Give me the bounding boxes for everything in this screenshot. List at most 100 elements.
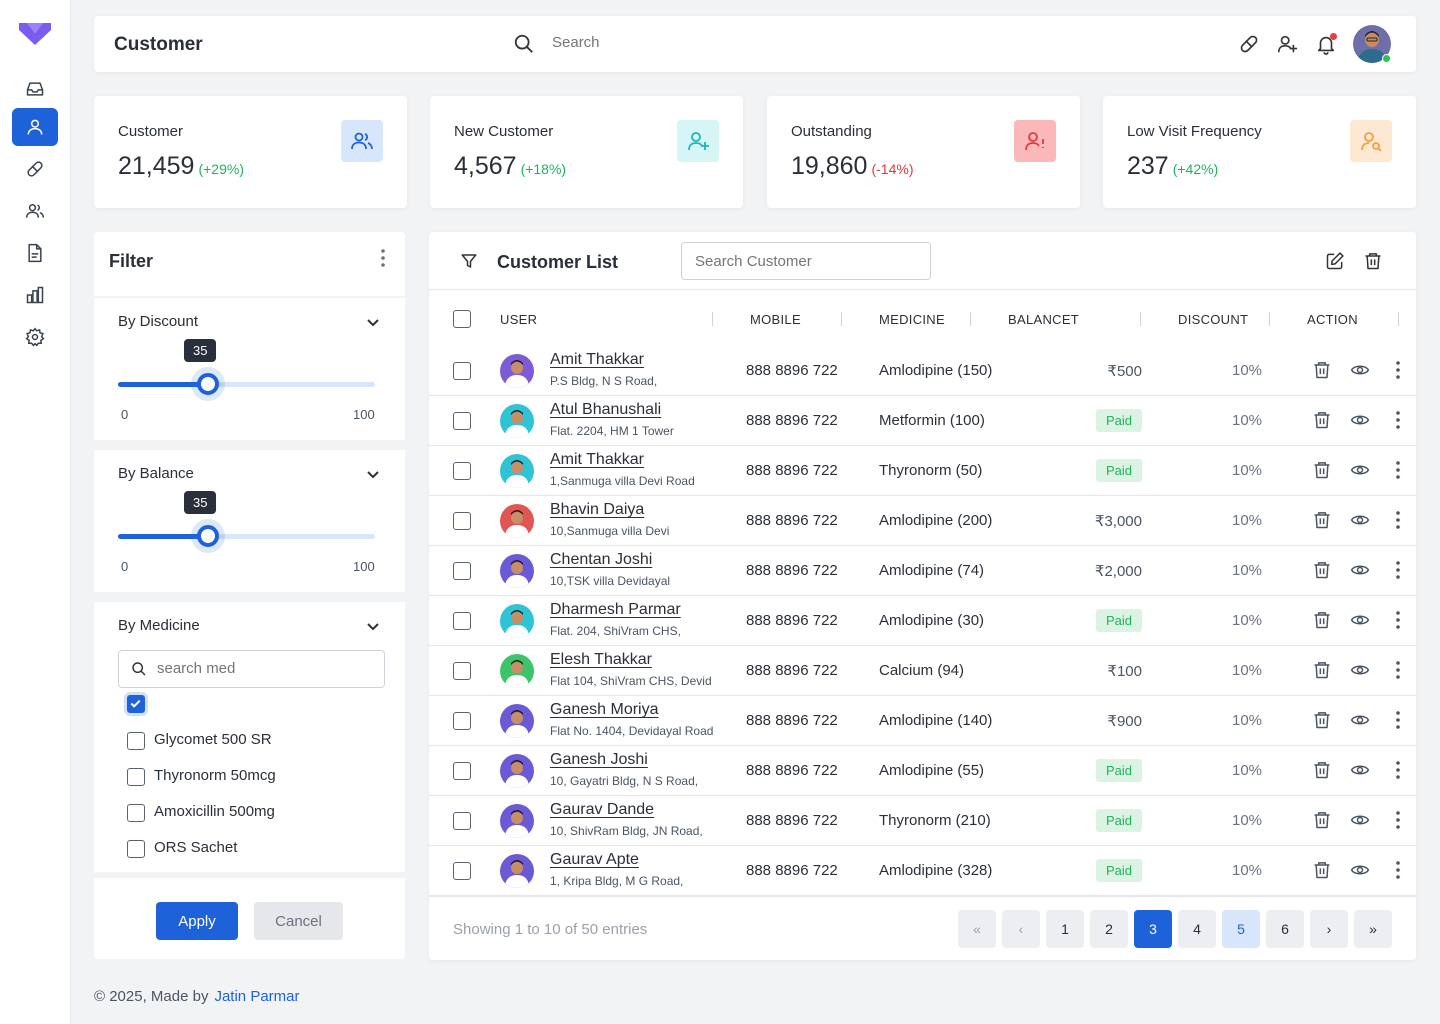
customer-search-input[interactable] (681, 242, 931, 280)
row-checkbox[interactable] (453, 762, 471, 780)
row-checkbox[interactable] (453, 462, 471, 480)
view-row-button[interactable] (1350, 760, 1370, 780)
view-row-button[interactable] (1350, 660, 1370, 680)
page-button[interactable]: 3 (1134, 910, 1172, 948)
delete-row-button[interactable] (1312, 460, 1332, 480)
row-more-button[interactable] (1394, 810, 1402, 830)
avatar[interactable] (500, 804, 534, 838)
slider-thumb[interactable] (196, 525, 219, 547)
page-button[interactable]: 2 (1090, 910, 1128, 948)
view-row-button[interactable] (1350, 610, 1370, 630)
more-vertical-icon[interactable] (375, 248, 391, 268)
table-row[interactable]: Amit Thakkar P.S Bldg, N S Road, 888 889… (429, 346, 1416, 396)
sidebar-item-users[interactable] (12, 192, 58, 230)
trash-icon[interactable] (1363, 251, 1383, 271)
search-icon[interactable] (513, 33, 535, 55)
pill-icon[interactable] (1238, 33, 1260, 55)
avatar[interactable] (500, 354, 534, 388)
row-checkbox[interactable] (453, 612, 471, 630)
delete-row-button[interactable] (1312, 610, 1332, 630)
view-row-button[interactable] (1350, 360, 1370, 380)
column-header[interactable]: BALANCET (1008, 312, 1080, 327)
sidebar-item-settings[interactable] (12, 318, 58, 356)
customer-name-link[interactable]: Amit Thakkar (550, 451, 644, 468)
view-row-button[interactable] (1350, 510, 1370, 530)
medicine-checkbox[interactable] (127, 804, 145, 822)
page-button[interactable]: 6 (1266, 910, 1304, 948)
sidebar-item-inbox[interactable] (12, 70, 58, 108)
page-button[interactable]: » (1354, 910, 1392, 948)
cancel-button[interactable]: Cancel (254, 902, 343, 940)
row-checkbox[interactable] (453, 512, 471, 530)
table-row[interactable]: Elesh Thakkar Flat 104, ShiVram CHS, Dev… (429, 646, 1416, 696)
global-search-input[interactable] (552, 34, 852, 51)
sidebar-item-reports[interactable] (12, 276, 58, 314)
avatar[interactable] (500, 754, 534, 788)
avatar[interactable] (500, 854, 534, 888)
row-checkbox[interactable] (453, 362, 471, 380)
author-link[interactable]: Jatin Parmar (214, 988, 300, 1005)
delete-row-button[interactable] (1312, 660, 1332, 680)
view-row-button[interactable] (1350, 560, 1370, 580)
customer-name-link[interactable]: Ganesh Joshi (550, 751, 648, 768)
column-header[interactable]: ACTION (1307, 312, 1358, 327)
row-more-button[interactable] (1394, 610, 1402, 630)
balance-slider[interactable] (118, 525, 375, 547)
row-more-button[interactable] (1394, 710, 1402, 730)
select-all-checkbox[interactable] (453, 310, 471, 328)
table-row[interactable]: Bhavin Daiya 10,Sanmuga villa Devi 888 8… (429, 496, 1416, 546)
delete-row-button[interactable] (1312, 810, 1332, 830)
sidebar-item-documents[interactable] (12, 234, 58, 272)
view-row-button[interactable] (1350, 710, 1370, 730)
column-header[interactable]: MOBILE (750, 312, 801, 327)
delete-row-button[interactable] (1312, 760, 1332, 780)
page-button[interactable]: 4 (1178, 910, 1216, 948)
avatar[interactable] (500, 504, 534, 538)
avatar[interactable] (500, 404, 534, 438)
apply-button[interactable]: Apply (156, 902, 238, 940)
avatar[interactable] (500, 704, 534, 738)
row-more-button[interactable] (1394, 510, 1402, 530)
table-row[interactable]: Atul Bhanushali Flat. 2204, HM 1 Tower 8… (429, 396, 1416, 446)
delete-row-button[interactable] (1312, 560, 1332, 580)
column-header[interactable]: USER (500, 312, 538, 327)
avatar[interactable] (1353, 25, 1391, 63)
delete-row-button[interactable] (1312, 360, 1332, 380)
customer-name-link[interactable]: Bhavin Daiya (550, 501, 645, 518)
customer-name-link[interactable]: Gaurav Dande (550, 801, 655, 818)
medicine-checkbox[interactable] (127, 768, 145, 786)
view-row-button[interactable] (1350, 810, 1370, 830)
row-checkbox[interactable] (453, 562, 471, 580)
app-logo[interactable] (17, 20, 53, 46)
avatar[interactable] (500, 554, 534, 588)
row-more-button[interactable] (1394, 460, 1402, 480)
row-checkbox[interactable] (453, 862, 471, 880)
row-more-button[interactable] (1394, 660, 1402, 680)
row-more-button[interactable] (1394, 860, 1402, 880)
edit-icon[interactable] (1325, 251, 1345, 271)
table-row[interactable]: Gaurav Apte 1, Kripa Bldg, M G Road, 888… (429, 846, 1416, 896)
column-header[interactable]: MEDICINE (879, 312, 945, 327)
medicine-search-input[interactable] (157, 660, 357, 677)
medicine-checkbox[interactable] (127, 840, 145, 858)
table-row[interactable]: Amit Thakkar 1,Sanmuga villa Devi Road 8… (429, 446, 1416, 496)
row-checkbox[interactable] (453, 812, 471, 830)
table-row[interactable]: Gaurav Dande 10, ShivRam Bldg, JN Road, … (429, 796, 1416, 846)
row-checkbox[interactable] (453, 412, 471, 430)
row-more-button[interactable] (1394, 760, 1402, 780)
medicine-checkbox[interactable] (127, 695, 145, 713)
table-row[interactable]: Ganesh Moriya Flat No. 1404, Devidayal R… (429, 696, 1416, 746)
customer-name-link[interactable]: Elesh Thakkar (550, 651, 652, 668)
slider-thumb[interactable] (196, 373, 219, 395)
page-button[interactable]: 5 (1222, 910, 1260, 948)
row-more-button[interactable] (1394, 560, 1402, 580)
delete-row-button[interactable] (1312, 410, 1332, 430)
column-header[interactable]: DISCOUNT (1178, 312, 1249, 327)
row-more-button[interactable] (1394, 360, 1402, 380)
avatar[interactable] (500, 654, 534, 688)
delete-row-button[interactable] (1312, 710, 1332, 730)
table-row[interactable]: Chentan Joshi 10,TSK villa Devidayal 888… (429, 546, 1416, 596)
page-button[interactable]: « (958, 910, 996, 948)
customer-name-link[interactable]: Ganesh Moriya (550, 701, 659, 718)
view-row-button[interactable] (1350, 460, 1370, 480)
